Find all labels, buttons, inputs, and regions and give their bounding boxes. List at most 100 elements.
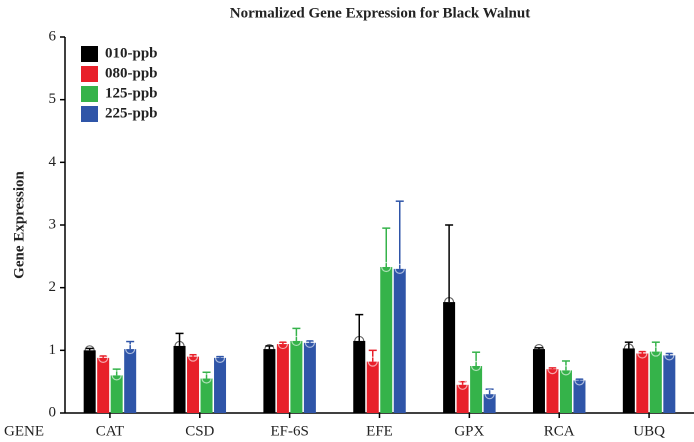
- y-tick-label: 5: [49, 91, 57, 107]
- bar: [649, 351, 662, 413]
- bar: [546, 369, 559, 413]
- bar-marker: [650, 346, 661, 357]
- y-tick-label: 1: [49, 342, 57, 358]
- bar: [97, 357, 110, 413]
- bar-marker: [471, 360, 482, 372]
- bar-marker: [457, 379, 468, 390]
- bar: [214, 357, 227, 413]
- bar-marker: [367, 356, 378, 367]
- error-bar: [278, 341, 287, 345]
- error-bar: [638, 350, 647, 354]
- legend-swatch: [81, 46, 98, 62]
- bar: [532, 349, 545, 413]
- error-bar: [665, 352, 674, 356]
- y-tick-label: 0: [49, 404, 57, 420]
- bar: [290, 340, 303, 413]
- bar: [636, 353, 649, 413]
- bar-marker: [214, 352, 226, 363]
- bar-marker: [623, 343, 634, 354]
- error-bar: [305, 340, 314, 343]
- bar: [443, 302, 456, 413]
- bar: [663, 355, 676, 413]
- error-bar: [112, 368, 121, 376]
- y-tick-label: 4: [49, 154, 57, 170]
- legend-swatch: [81, 106, 98, 122]
- bar-marker: [201, 373, 212, 384]
- bar-marker: [533, 343, 545, 355]
- bar: [483, 394, 496, 413]
- bar-marker: [354, 335, 365, 347]
- bar: [456, 384, 469, 413]
- x-tick-label: EF-6S: [270, 423, 308, 439]
- error-bar: [534, 347, 543, 350]
- legend-swatch: [81, 86, 98, 102]
- bar: [353, 340, 366, 413]
- x-tick-label: CSD: [185, 423, 214, 439]
- bar-marker: [291, 335, 302, 347]
- bar-marker: [264, 343, 275, 355]
- bar: [303, 342, 316, 413]
- y-tick-label: 2: [49, 279, 57, 295]
- bar-marker: [125, 343, 136, 355]
- bar-marker: [174, 340, 185, 352]
- bar-marker: [277, 338, 288, 350]
- error-bar: [202, 371, 211, 379]
- y-tick-label: 6: [49, 28, 57, 44]
- bar: [173, 345, 186, 413]
- bar: [393, 268, 406, 413]
- legend-label: 080-ppb: [105, 65, 158, 81]
- bar: [559, 370, 572, 413]
- chart-title: Normalized Gene Expression for Black Wal…: [230, 5, 530, 21]
- bar: [263, 349, 276, 413]
- bar: [200, 378, 213, 413]
- bar: [380, 266, 393, 413]
- bar: [573, 380, 586, 413]
- bar-marker: [111, 370, 122, 381]
- error-bar: [292, 327, 301, 341]
- error-bar: [175, 332, 184, 346]
- error-bar: [85, 347, 94, 351]
- bar: [83, 350, 96, 413]
- bar: [470, 366, 483, 413]
- error-bar: [624, 341, 633, 349]
- bar-marker: [98, 352, 109, 363]
- bar-marker: [394, 263, 405, 274]
- x-tick-label: GPX: [454, 423, 484, 439]
- legend-label: 225-ppb: [105, 105, 158, 121]
- x-axis-label: GENE: [4, 423, 44, 439]
- bar-marker: [664, 350, 675, 361]
- bar-marker: [560, 365, 572, 376]
- bar-marker: [637, 348, 648, 359]
- error-bar: [395, 200, 404, 269]
- error-bar: [126, 340, 135, 350]
- legend-label: 010-ppb: [105, 45, 158, 61]
- bar: [366, 361, 379, 413]
- bar-marker: [187, 351, 199, 362]
- bar-marker: [547, 364, 558, 375]
- bar: [124, 349, 137, 413]
- error-bar: [472, 351, 481, 366]
- bar: [110, 375, 123, 413]
- error-bar: [445, 224, 454, 303]
- error-bar: [575, 378, 584, 381]
- x-tick-label: CAT: [96, 423, 124, 439]
- error-bar: [458, 380, 467, 385]
- error-bar: [265, 345, 274, 350]
- bar-marker: [304, 337, 315, 348]
- legend-swatch: [81, 66, 98, 82]
- bar-marker: [444, 296, 455, 308]
- bar: [622, 348, 635, 413]
- error-bar: [368, 349, 377, 362]
- bar: [276, 344, 289, 413]
- legend-label: 125-ppb: [105, 85, 158, 101]
- y-tick-label: 3: [49, 216, 57, 232]
- error-bar: [382, 227, 391, 267]
- error-bar: [99, 355, 108, 358]
- bar-marker: [484, 389, 495, 400]
- x-tick-label: EFE: [366, 423, 393, 439]
- x-tick-label: RCA: [544, 423, 575, 439]
- error-bar: [548, 367, 557, 370]
- bar-marker: [574, 375, 585, 386]
- y-axis-label: Gene Expression: [11, 171, 27, 279]
